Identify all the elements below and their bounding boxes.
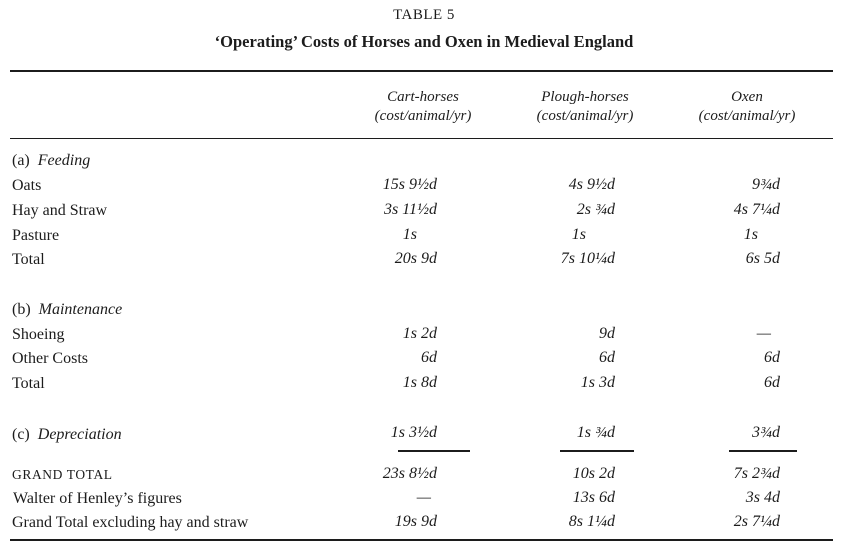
cell-hay-cart: 3s 11½d [383,201,437,218]
table-number: TABLE 5 [393,7,455,23]
row-label-oats: Oats [12,177,42,194]
cell-depreciation-oxen: 3¾d [752,424,780,441]
cell-oats-cart: 15s 9½d [382,176,437,193]
sum-rule-oxen [729,450,797,452]
cell-excl-oxen: 2s 7¼d [733,513,780,530]
section-maintenance: (b) Maintenance [12,301,122,319]
cell-shoeing-cart: 1s 2d [402,325,437,342]
column-header-oxen: Oxen (cost/animal/yr) [672,88,822,126]
sum-rule-plough [560,450,634,452]
cell-other-oxen: 6d [764,349,780,366]
column-header-plough-horses: Plough-horses (cost/animal/yr) [510,88,660,126]
section-title: Maintenance [38,301,123,318]
column-unit: (cost/animal/yr) [536,108,634,124]
row-label-walter-of-henley: Walter of Henley’s figures [13,490,182,507]
cell-maint-total-plough: 1s 3d [580,374,615,391]
cell-henley-cart: — [416,489,431,506]
column-name: Plough-horses [541,89,629,105]
sum-rule-cart [398,450,470,452]
cell-grand-total-cart: 23s 8½d [382,465,437,482]
cell-excl-cart: 19s 9d [394,513,437,530]
column-unit: (cost/animal/yr) [698,108,796,124]
cell-henley-oxen: 3s 4d [745,489,780,506]
row-label-grand-total: GRAND TOTAL [12,467,113,482]
row-label-maintenance-total: Total [12,375,45,392]
column-header-cart-horses: Cart-horses (cost/animal/yr) [348,88,498,126]
cell-excl-plough: 8s 1¼d [568,513,615,530]
cell-maint-total-cart: 1s 8d [402,374,437,391]
row-label-shoeing: Shoeing [12,326,65,343]
section-feeding: (a) Feeding [12,152,90,170]
cell-feed-total-oxen: 6s 5d [745,250,780,267]
column-name: Cart-horses [387,89,459,105]
column-unit: (cost/animal/yr) [374,108,472,124]
section-number: (a) [12,152,30,169]
cell-oats-oxen: 9¾d [752,176,780,193]
cell-oats-plough: 4s 9½d [568,176,615,193]
cell-feed-total-cart: 20s 9d [394,250,437,267]
table-title: ‘Operating’ Costs of Horses and Oxen in … [214,32,634,51]
row-label-feeding-total: Total [12,251,45,268]
cell-shoeing-oxen: — [756,325,771,342]
cell-grand-total-plough: 10s 2d [572,465,615,482]
cell-feed-total-plough: 7s 10¼d [560,250,615,267]
row-label-hay-and-straw: Hay and Straw [12,202,108,219]
cell-hay-plough: 2s ¾d [576,201,615,218]
cell-shoeing-plough: 9d [599,325,615,342]
top-rule [10,70,833,72]
cell-other-plough: 6d [599,349,615,366]
section-number: (c) [12,426,30,443]
row-label-other-costs: Other Costs [12,350,88,367]
section-title: Depreciation [37,426,122,443]
cell-depreciation-cart: 1s 3½d [390,424,437,441]
cell-other-cart: 6d [421,349,437,366]
cell-henley-plough: 13s 6d [572,489,615,506]
section-number: (b) [12,301,31,318]
column-name: Oxen [731,89,763,105]
section-title: Feeding [37,152,91,169]
row-label-pasture: Pasture [12,227,60,244]
section-depreciation: (c) Depreciation [12,426,122,444]
cell-depreciation-plough: 1s ¾d [576,424,615,441]
header-rule [10,138,833,139]
cell-maint-total-oxen: 6d [764,374,780,391]
cell-pasture-plough: 1s [571,226,586,243]
row-label-grand-total-excluding: Grand Total excluding hay and straw [12,514,249,531]
bottom-rule [10,539,833,541]
cell-pasture-oxen: 1s [743,226,758,243]
cell-grand-total-oxen: 7s 2¾d [733,465,780,482]
cell-hay-oxen: 4s 7¼d [733,201,780,218]
cell-pasture-cart: 1s [402,226,417,243]
